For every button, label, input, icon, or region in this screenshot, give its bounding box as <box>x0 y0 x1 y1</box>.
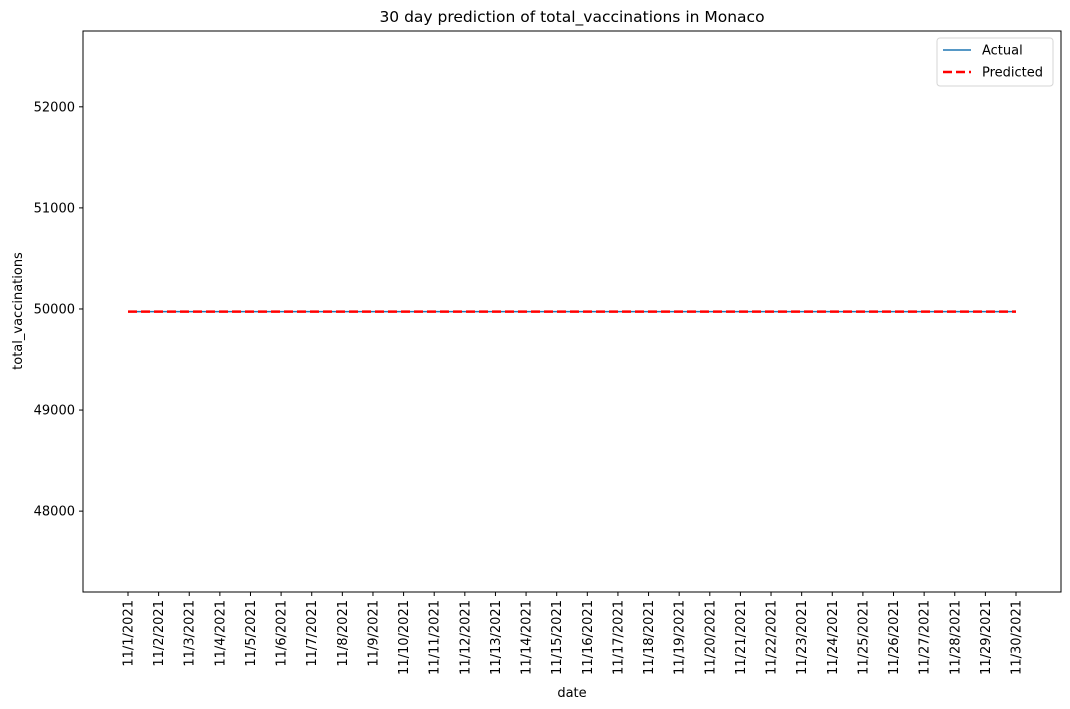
x-tick-label: 11/23/2021 <box>795 600 810 675</box>
x-tick-label: 11/4/2021 <box>213 600 228 667</box>
x-tick-label: 11/16/2021 <box>581 600 596 675</box>
x-axis-label: date <box>557 686 586 701</box>
x-tick-label: 11/5/2021 <box>244 600 259 667</box>
x-tick-label: 11/27/2021 <box>918 600 933 675</box>
x-tick-label: 11/6/2021 <box>275 600 290 667</box>
x-tick-label: 11/17/2021 <box>611 600 626 675</box>
x-tick-label: 11/13/2021 <box>489 600 504 675</box>
y-axis: 48000 49000 50000 51000 52000 <box>34 100 83 520</box>
x-tick-label: 11/24/2021 <box>826 600 841 675</box>
y-tick-label: 51000 <box>34 201 75 216</box>
x-tick-label: 11/14/2021 <box>520 600 535 675</box>
y-tick-label: 48000 <box>34 505 75 520</box>
x-tick-label: 11/8/2021 <box>336 600 351 667</box>
x-tick-label: 11/12/2021 <box>458 600 473 675</box>
x-tick-label: 11/28/2021 <box>948 600 963 675</box>
plot-frame <box>82 30 1062 593</box>
legend-label-predicted: Predicted <box>982 66 1043 81</box>
x-axis: 11/1/2021 11/2/2021 11/3/2021 11/4/2021 11/5… <box>122 592 1025 675</box>
x-tick-label: 11/3/2021 <box>183 600 198 667</box>
x-tick-label: 11/21/2021 <box>734 600 749 675</box>
y-axis-label: total_vaccinations <box>11 252 26 370</box>
x-tick-label: 11/20/2021 <box>703 600 718 675</box>
x-tick-label: 11/2/2021 <box>152 600 167 667</box>
x-tick-label: 11/22/2021 <box>765 600 780 675</box>
y-tick-label: 50000 <box>34 302 75 317</box>
legend-label-actual: Actual <box>982 44 1023 59</box>
x-tick-label: 11/25/2021 <box>856 600 871 675</box>
x-tick-label: 11/26/2021 <box>887 600 902 675</box>
legend: Actual Predicted <box>936 37 1054 87</box>
x-tick-label: 11/9/2021 <box>366 600 381 667</box>
x-tick-label: 11/29/2021 <box>979 600 994 675</box>
y-tick-label: 52000 <box>34 100 75 115</box>
x-tick-label: 11/11/2021 <box>428 600 443 675</box>
x-tick-label: 11/10/2021 <box>397 600 412 675</box>
x-tick-label: 11/30/2021 <box>1010 600 1025 675</box>
x-tick-label: 11/7/2021 <box>305 600 320 667</box>
x-tick-label: 11/19/2021 <box>673 600 688 675</box>
x-tick-label: 11/1/2021 <box>122 600 137 667</box>
chart-title: 30 day prediction of total_vaccinations … <box>379 8 764 27</box>
x-tick-label: 11/18/2021 <box>642 600 657 675</box>
x-tick-label: 11/15/2021 <box>550 600 565 675</box>
y-tick-label: 49000 <box>34 404 75 419</box>
